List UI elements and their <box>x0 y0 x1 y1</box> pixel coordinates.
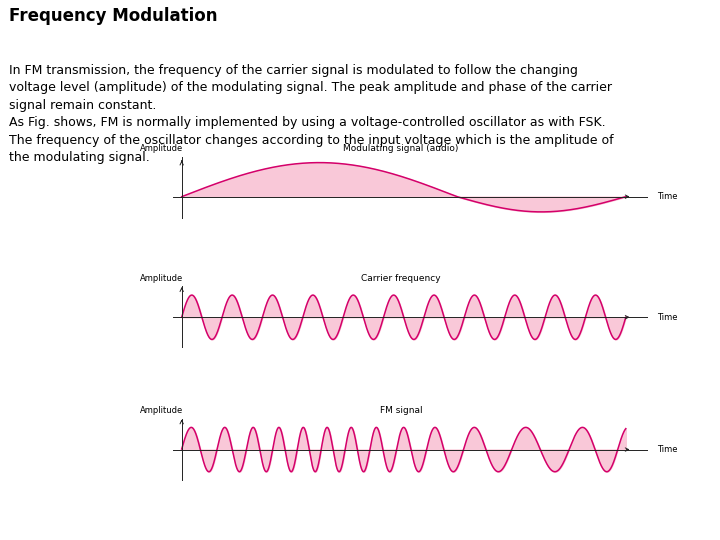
Text: Amplitude: Amplitude <box>140 274 183 283</box>
Text: In FM transmission, the frequency of the carrier signal is modulated to follow t: In FM transmission, the frequency of the… <box>9 64 614 164</box>
Text: Amplitude: Amplitude <box>140 407 183 415</box>
Text: Time: Time <box>657 192 678 201</box>
Text: Time: Time <box>657 313 678 322</box>
Text: FM signal: FM signal <box>379 407 422 415</box>
Text: Time: Time <box>657 445 678 454</box>
Text: Amplitude: Amplitude <box>140 145 183 153</box>
Text: Frequency Modulation: Frequency Modulation <box>9 7 218 25</box>
Text: Carrier frequency: Carrier frequency <box>361 274 441 283</box>
Text: Modulating signal (audio): Modulating signal (audio) <box>343 145 459 153</box>
